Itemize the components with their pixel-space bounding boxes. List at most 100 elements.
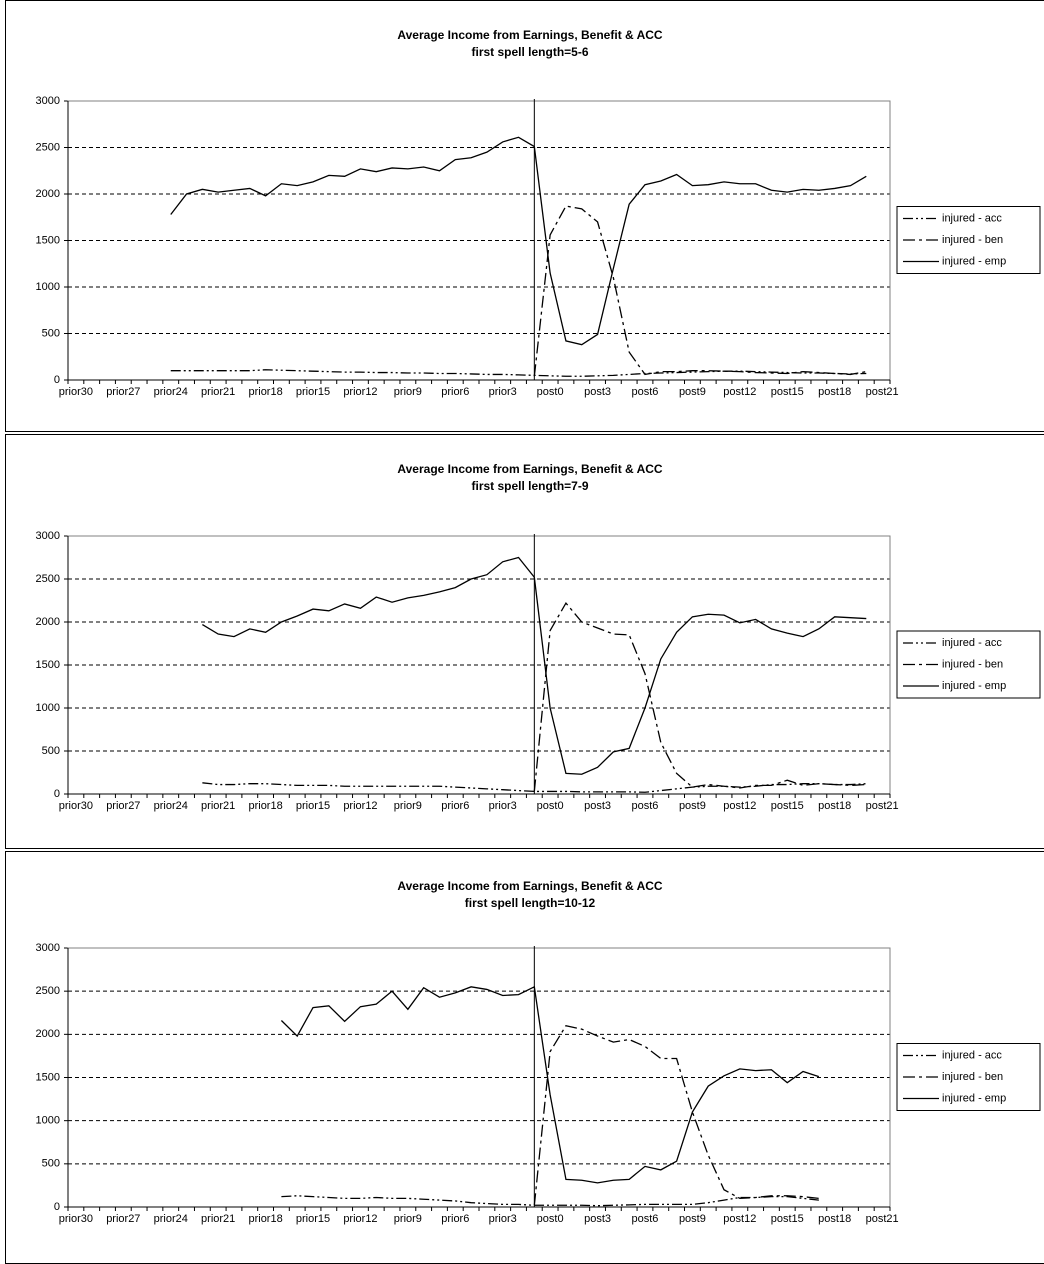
y-tick-label: 1000 xyxy=(36,702,60,714)
chart-title: Average Income from Earnings, Benefit & … xyxy=(397,462,663,476)
x-tick-label: post3 xyxy=(584,1213,611,1225)
chart-subtitle: first spell length=10-12 xyxy=(465,896,596,910)
y-tick-label: 500 xyxy=(42,1158,60,1170)
x-tick-label: post21 xyxy=(866,800,899,812)
x-tick-label: post15 xyxy=(771,1213,804,1225)
x-tick-label: prior27 xyxy=(106,800,140,812)
y-tick-label: 500 xyxy=(42,745,60,757)
y-tick-label: 2000 xyxy=(36,1028,60,1040)
x-tick-label: post3 xyxy=(584,386,611,398)
x-tick-label: prior15 xyxy=(296,1213,330,1225)
x-tick-label: post12 xyxy=(723,800,756,812)
x-tick-label: post6 xyxy=(632,386,659,398)
y-tick-label: 2500 xyxy=(36,141,60,153)
series-line xyxy=(170,136,867,346)
x-tick-label: post0 xyxy=(537,800,564,812)
x-tick-label: prior12 xyxy=(343,386,377,398)
x-tick-label: prior21 xyxy=(201,1213,235,1225)
x-tick-label: post15 xyxy=(771,386,804,398)
panel-frame xyxy=(5,0,1044,432)
y-tick-label: 3000 xyxy=(36,530,60,542)
x-tick-label: post15 xyxy=(771,800,804,812)
y-tick-label: 1500 xyxy=(36,659,60,671)
y-tick-label: 0 xyxy=(54,374,60,386)
y-tick-label: 2500 xyxy=(36,985,60,997)
series-line xyxy=(533,601,867,792)
x-tick-label: prior3 xyxy=(489,1213,517,1225)
x-tick-label: prior27 xyxy=(106,1213,140,1225)
legend-label: injured - ben xyxy=(942,658,1003,670)
x-tick-label: post21 xyxy=(866,1213,899,1225)
plot-border xyxy=(67,535,891,795)
x-tick-label: prior3 xyxy=(489,800,517,812)
y-tick-label: 1000 xyxy=(36,281,60,293)
x-tick-label: prior18 xyxy=(248,386,282,398)
x-tick-label: post6 xyxy=(632,800,659,812)
x-tick-label: prior15 xyxy=(296,386,330,398)
y-tick-label: 2000 xyxy=(36,616,60,628)
x-tick-label: post12 xyxy=(723,1213,756,1225)
y-tick-label: 3000 xyxy=(36,942,60,954)
legend-label: injured - acc xyxy=(942,212,1002,224)
x-tick-label: post9 xyxy=(679,386,706,398)
x-tick-label: prior30 xyxy=(59,386,93,398)
series-line xyxy=(202,556,867,775)
legend-label: injured - acc xyxy=(942,1049,1002,1061)
x-tick-label: post18 xyxy=(818,800,851,812)
x-tick-label: prior6 xyxy=(441,800,469,812)
x-tick-label: post0 xyxy=(537,1213,564,1225)
y-tick-label: 1000 xyxy=(36,1115,60,1127)
series-line xyxy=(202,782,867,793)
series-line xyxy=(280,985,820,1184)
x-tick-label: prior12 xyxy=(343,800,377,812)
x-tick-label: post6 xyxy=(632,1213,659,1225)
x-tick-label: prior21 xyxy=(201,800,235,812)
chart-panel: Average Income from Earnings, Benefit & … xyxy=(5,434,1044,849)
x-tick-label: post9 xyxy=(679,800,706,812)
x-tick-label: prior9 xyxy=(394,1213,422,1225)
y-tick-label: 3000 xyxy=(36,95,60,107)
legend-label: injured - ben xyxy=(942,234,1003,246)
legend-label: injured - emp xyxy=(942,680,1006,692)
panel-frame xyxy=(5,434,1044,849)
y-tick-label: 500 xyxy=(42,327,60,339)
x-tick-label: post18 xyxy=(818,386,851,398)
chart-title: Average Income from Earnings, Benefit & … xyxy=(397,28,663,42)
legend-label: injured - emp xyxy=(942,1092,1006,1104)
y-tick-label: 2500 xyxy=(36,573,60,585)
x-tick-label: post21 xyxy=(866,386,899,398)
x-tick-label: prior24 xyxy=(154,800,188,812)
series-line xyxy=(533,205,867,377)
x-tick-label: prior18 xyxy=(248,1213,282,1225)
chart-panel: Average Income from Earnings, Benefit & … xyxy=(5,851,1044,1264)
x-tick-label: prior3 xyxy=(489,386,517,398)
series-line xyxy=(170,369,867,377)
chart-subtitle: first spell length=7-9 xyxy=(471,479,588,493)
plot-border xyxy=(67,947,891,1208)
y-tick-label: 1500 xyxy=(36,1071,60,1083)
x-tick-label: prior6 xyxy=(441,1213,469,1225)
x-tick-label: prior30 xyxy=(59,1213,93,1225)
y-tick-label: 0 xyxy=(54,1201,60,1213)
chart-panel: Average Income from Earnings, Benefit & … xyxy=(5,0,1044,432)
panel-frame xyxy=(5,851,1044,1264)
x-tick-label: prior18 xyxy=(248,800,282,812)
legend-label: injured - emp xyxy=(942,255,1006,267)
x-tick-label: prior9 xyxy=(394,800,422,812)
plot-border xyxy=(67,100,891,381)
x-tick-label: prior24 xyxy=(154,386,188,398)
y-tick-label: 2000 xyxy=(36,188,60,200)
x-tick-label: post9 xyxy=(679,1213,706,1225)
x-tick-label: post12 xyxy=(723,386,756,398)
x-tick-label: prior6 xyxy=(441,386,469,398)
x-tick-label: post18 xyxy=(818,1213,851,1225)
y-tick-label: 0 xyxy=(54,788,60,800)
x-tick-label: prior24 xyxy=(154,1213,188,1225)
x-tick-label: post0 xyxy=(537,386,564,398)
x-tick-label: post3 xyxy=(584,800,611,812)
series-line xyxy=(533,1024,819,1206)
x-tick-label: prior27 xyxy=(106,386,140,398)
chart-title: Average Income from Earnings, Benefit & … xyxy=(397,879,663,893)
x-tick-label: prior12 xyxy=(343,1213,377,1225)
